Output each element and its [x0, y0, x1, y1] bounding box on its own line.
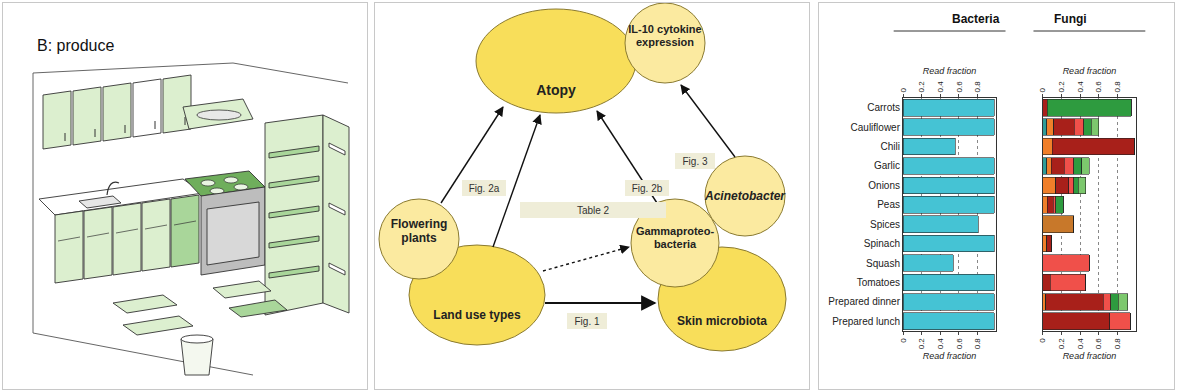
svg-text:Carrots: Carrots	[867, 102, 900, 113]
svg-text:plants: plants	[401, 231, 437, 245]
svg-text:0.4: 0.4	[1076, 81, 1085, 93]
svg-text:Tomatoes: Tomatoes	[857, 277, 900, 288]
svg-text:0.8: 0.8	[973, 338, 982, 350]
svg-text:Read fraction: Read fraction	[1063, 66, 1117, 76]
svg-text:IL-10 cytokine: IL-10 cytokine	[628, 23, 701, 35]
svg-text:Cauliflower: Cauliflower	[851, 122, 901, 133]
svg-text:Gammaproteo-: Gammaproteo-	[636, 225, 715, 237]
svg-text:Spices: Spices	[870, 219, 900, 230]
svg-text:0.8: 0.8	[1113, 81, 1122, 93]
svg-text:0.4: 0.4	[1076, 338, 1085, 350]
svg-text:Fig. 3: Fig. 3	[682, 156, 707, 167]
svg-text:Skin microbiota: Skin microbiota	[677, 314, 767, 328]
svg-text:Fungi: Fungi	[1054, 12, 1087, 26]
svg-text:0: 0	[1038, 87, 1047, 92]
svg-text:Acinetobacter: Acinetobacter	[704, 189, 786, 203]
svg-text:Read fraction: Read fraction	[923, 66, 977, 76]
svg-text:Flowering: Flowering	[391, 217, 448, 231]
svg-text:0: 0	[1038, 338, 1047, 343]
svg-text:bacteria: bacteria	[654, 238, 697, 250]
svg-text:Bacteria: Bacteria	[952, 12, 1000, 26]
svg-text:0.6: 0.6	[1094, 81, 1103, 93]
svg-text:0.8: 0.8	[973, 81, 982, 93]
svg-text:0.2: 0.2	[917, 81, 926, 93]
svg-text:0.4: 0.4	[936, 81, 945, 93]
svg-text:Onions: Onions	[868, 180, 900, 191]
svg-text:B: produce: B: produce	[37, 37, 114, 54]
svg-text:Chili: Chili	[881, 141, 900, 152]
svg-text:Fig. 2a: Fig. 2a	[469, 183, 500, 194]
svg-text:Read fraction: Read fraction	[1063, 351, 1117, 361]
svg-text:Prepared dinner: Prepared dinner	[828, 296, 900, 307]
svg-text:0.6: 0.6	[1094, 338, 1103, 350]
svg-text:expression: expression	[636, 36, 694, 48]
svg-text:Land use types: Land use types	[433, 308, 521, 322]
svg-text:0.2: 0.2	[1057, 81, 1066, 93]
svg-text:Fig. 2b: Fig. 2b	[632, 183, 663, 194]
svg-text:0.2: 0.2	[1057, 338, 1066, 350]
svg-text:Fig. 1: Fig. 1	[574, 316, 599, 327]
svg-text:0: 0	[899, 87, 908, 92]
svg-text:Read fraction: Read fraction	[923, 351, 977, 361]
svg-text:Garlic: Garlic	[874, 160, 900, 171]
svg-text:Peas: Peas	[877, 199, 900, 210]
svg-text:0.4: 0.4	[936, 338, 945, 350]
svg-text:Atopy: Atopy	[536, 82, 576, 98]
svg-text:Spinach: Spinach	[864, 238, 900, 249]
svg-text:Table 2: Table 2	[577, 205, 610, 216]
svg-text:0: 0	[899, 338, 908, 343]
svg-text:Squash: Squash	[866, 258, 900, 269]
svg-text:0.6: 0.6	[955, 81, 964, 93]
svg-text:0.6: 0.6	[955, 338, 964, 350]
svg-text:0.8: 0.8	[1113, 338, 1122, 350]
svg-text:Prepared lunch: Prepared lunch	[832, 316, 900, 327]
svg-text:0.2: 0.2	[917, 338, 926, 350]
